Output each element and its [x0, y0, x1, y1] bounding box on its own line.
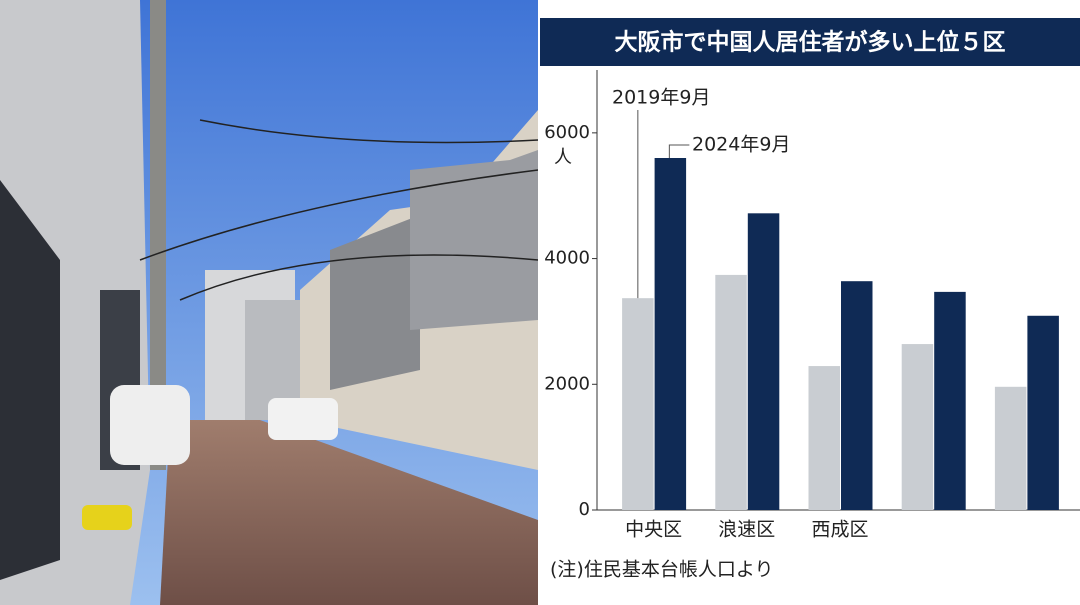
bar	[808, 366, 840, 510]
bar	[654, 158, 687, 510]
y-tick-label: 0	[579, 499, 590, 520]
bar	[622, 298, 654, 510]
note: (注)住民基本台帳人口より	[550, 559, 773, 581]
legend-label: 2024年9月	[692, 134, 790, 156]
y-tick-label: 4000	[544, 248, 590, 269]
bar	[901, 344, 934, 510]
bar	[994, 386, 1027, 510]
y-tick-label: 6000	[544, 122, 590, 143]
y-tick-label: 2000	[544, 373, 590, 394]
chart-title: 大阪市で中国人居住者が多い上位５区	[615, 29, 1006, 56]
street-photo	[0, 0, 539, 605]
x-tick-label: 西成区	[811, 519, 868, 541]
bar	[1027, 315, 1059, 510]
legend-leader	[668, 144, 690, 158]
bar	[715, 274, 747, 510]
title-bar	[540, 18, 1080, 66]
legend-label: 2019年9月	[612, 87, 710, 109]
y-unit: 人	[554, 147, 572, 168]
x-tick-label: 浪速区	[718, 519, 775, 541]
x-tick-label: 中央区	[625, 519, 682, 541]
bar	[934, 291, 966, 510]
bar	[841, 281, 873, 510]
bar	[747, 213, 780, 511]
